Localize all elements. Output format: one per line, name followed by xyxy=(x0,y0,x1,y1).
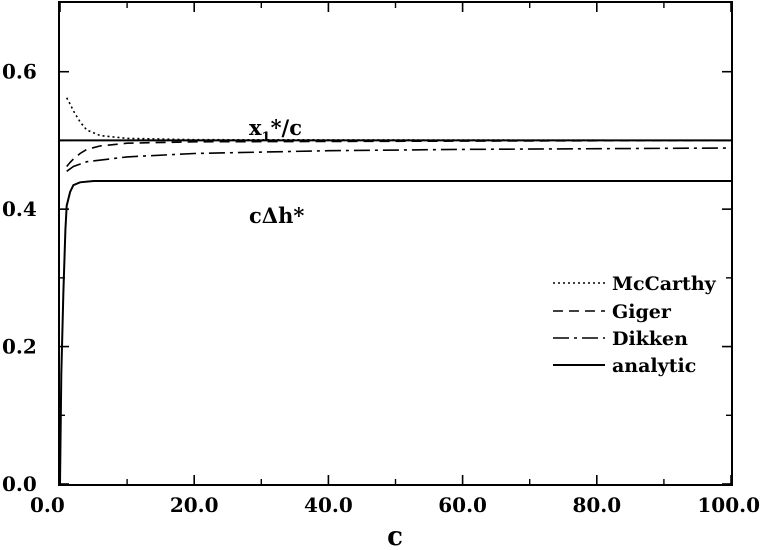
series-line-analytic-cdh xyxy=(59,180,731,485)
x-tick-label: 40.0 xyxy=(304,493,353,517)
legend-label-mccarthy: McCarthy xyxy=(612,273,717,295)
legend: McCarthy Giger Dikken analytic xyxy=(553,273,717,377)
legend-label-dikken: Dikken xyxy=(612,328,688,350)
annotation-c-delta-h: cΔh* xyxy=(249,203,304,228)
y-tick-label: 0.0 xyxy=(2,472,37,496)
annotation-x1-over-c: x1*/c xyxy=(249,115,302,145)
x-tick-label: 20.0 xyxy=(170,493,219,517)
x-tick-label: 60.0 xyxy=(438,493,487,517)
legend-label-analytic: analytic xyxy=(612,355,696,377)
x-tick-label: 0.0 xyxy=(30,493,65,517)
y-tick-label: 0.4 xyxy=(2,197,37,221)
series-line-giger-x1c xyxy=(66,139,732,168)
x-tick-label: 80.0 xyxy=(572,493,621,517)
series-line-mccarthy-x1c xyxy=(65,97,732,142)
x-tick-label: 100.0 xyxy=(697,493,760,517)
y-tick-label: 0.2 xyxy=(2,335,37,359)
legend-label-giger: Giger xyxy=(612,301,672,323)
y-tick-label: 0.6 xyxy=(2,60,37,84)
x-axis-label: c xyxy=(387,522,403,550)
series-line-dikken-x1c xyxy=(66,147,732,172)
plot-frame xyxy=(58,1,733,486)
